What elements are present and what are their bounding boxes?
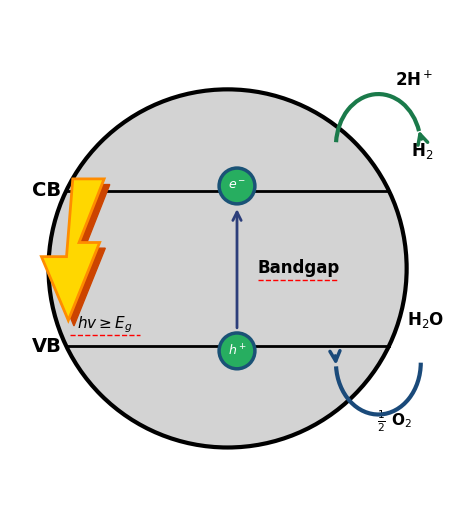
Text: $h^+$: $h^+$: [228, 343, 246, 358]
Text: $e^-$: $e^-$: [228, 179, 246, 193]
Text: H$_2$: H$_2$: [411, 140, 434, 161]
Circle shape: [219, 168, 255, 204]
Text: 2H$^+$: 2H$^+$: [395, 70, 433, 90]
Circle shape: [219, 333, 255, 369]
Polygon shape: [41, 179, 104, 320]
Text: H$_2$O: H$_2$O: [407, 310, 444, 330]
Text: $\frac{1}{2}$ O$_2$: $\frac{1}{2}$ O$_2$: [377, 409, 412, 435]
Text: VB: VB: [32, 337, 62, 356]
Text: Bandgap: Bandgap: [257, 260, 339, 278]
Polygon shape: [47, 184, 110, 326]
Circle shape: [48, 90, 407, 448]
Text: $hv \geq E_g$: $hv \geq E_g$: [77, 314, 133, 335]
Text: CB: CB: [32, 181, 62, 200]
